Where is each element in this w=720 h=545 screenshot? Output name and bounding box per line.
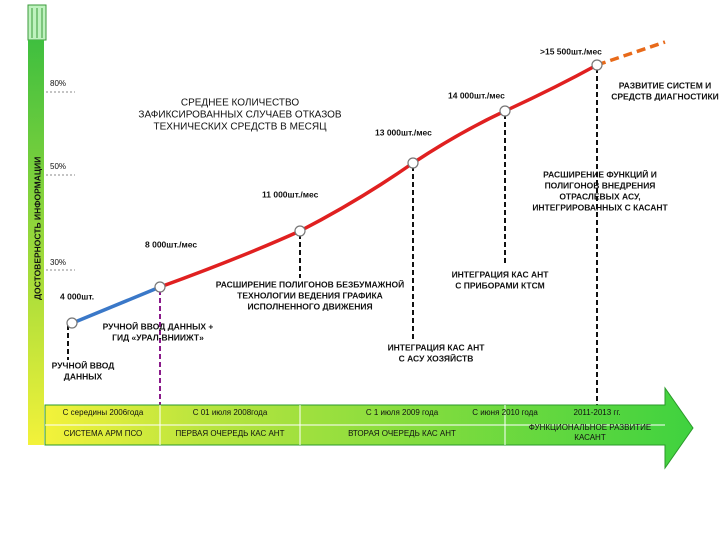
milestone-label: ОТРАСЛЕВЫХ АСУ, [559,191,640,201]
timeline-arrow [44,386,694,470]
milestone-label: ДАННЫХ [64,371,103,381]
point-label: 11 000шт./мес [262,189,319,199]
timeline-date: 2011-2013 гг. [574,408,621,417]
timeline-date: С 1 июля 2009 года [366,408,439,417]
milestone-label: ГИД «УРАЛ-ВНИИЖТ» [112,332,204,342]
point-label: 4 000шт. [60,291,94,301]
level: 30% [50,258,66,267]
milestone-label: РАСШИРЕНИЕ ПОЛИГОНОВ БЕЗБУМАЖНОЙ [216,278,404,289]
timeline-date: С 01 июля 2008года [193,408,268,417]
title-line: ТЕХНИЧЕСКИХ СРЕДСТВ В МЕСЯЦ [154,122,328,133]
level: 50% [50,162,66,171]
point-label: 14 000шт./мес [448,90,505,100]
milestone-label: С ПРИБОРАМИ КТСМ [455,280,544,290]
milestone-label: РУЧНОЙ ВВОД [52,359,115,370]
axis-label: ДОСТОВЕРНОСТЬ ИНФОРМАЦИИ [32,157,42,300]
labels: 4 000шт. 8 000шт./мес 11 000шт./мес 13 000ш… [52,46,719,442]
milestone-label: ТЕХНОЛОГИИ ВЕДЕНИЯ ГРАФИКА [237,290,383,300]
timeline-date: С середины 2006года [63,408,144,417]
curve-forecast [596,40,666,67]
milestone-label: ИНТЕГРАЦИЯ КАС АНТ [388,342,486,352]
title-line: СРЕДНЕЕ КОЛИЧЕСТВО [181,98,299,109]
timeline-date: С июня 2010 года [472,408,538,417]
timeline-phase: ПЕРВАЯ ОЧЕРЕДЬ КАС АНТ [176,429,285,438]
milestone-label: СРЕДСТВ ДИАГНОСТИКИ [611,91,719,101]
milestone-label: ПОЛИГОНОВ ВНЕДРЕНИЯ [545,180,656,190]
milestone-label: ИНТЕГРАЦИЯ КАС АНТ [452,269,550,279]
level-lines [46,91,75,271]
timeline-phase: СИСТЕМА АРМ ПСО [64,429,143,438]
milestone-label: РАЗВИТИЕ СИСТЕМ И [619,80,712,90]
timeline-phase: ФУНКЦИОНАЛЬНОЕ РАЗВИТИЕ [529,423,651,432]
milestone-label: С АСУ ХОЗЯЙСТВ [399,352,474,363]
stripes [27,4,47,41]
timeline-phase: ВТОРАЯ ОЧЕРЕДЬ КАС АНТ [348,429,456,438]
title-line: ЗАФИКСИРОВАННЫХ СЛУЧАЕВ ОТКАЗОВ [138,110,342,121]
point-label: 8 000шт./мес [145,239,197,249]
timeline-phase: КАСАНТ [574,433,606,442]
curve-early [74,285,161,324]
milestone-label: РУЧНОЙ ВВОД ДАННЫХ + [103,320,214,331]
points [66,59,603,329]
milestone-label: ИНТЕГРИРОВАННЫХ С КАСАНТ [532,202,668,212]
point-label: >15 500шт./мес [540,46,602,56]
reliability-bar [28,40,44,445]
point-label: 13 000шт./мес [375,127,432,137]
level: 80% [50,79,66,88]
milestone-label: РАСШИРЕНИЕ ФУНКЦИЙ И [543,168,657,179]
milestone-label: ИСПОЛНЕННОГО ДВИЖЕНИЯ [247,301,372,311]
timeline-grid [45,405,665,445]
milestone-lines [67,68,598,445]
